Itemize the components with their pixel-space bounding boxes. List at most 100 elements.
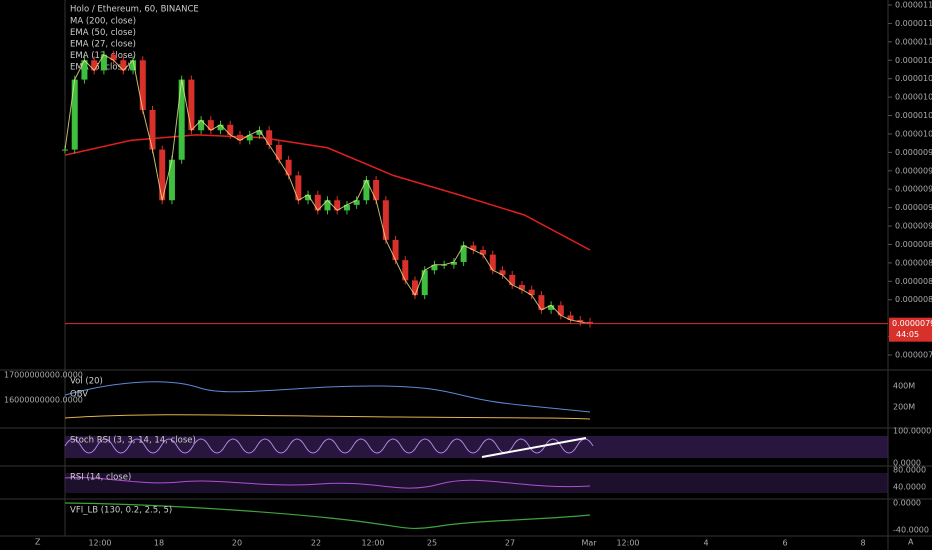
candle xyxy=(528,289,535,296)
candle xyxy=(402,260,409,281)
corner-icon[interactable]: Z xyxy=(35,538,41,547)
x-tick-label: 20 xyxy=(232,539,242,548)
candle xyxy=(343,204,350,211)
candle xyxy=(81,60,88,80)
y-tick-label: 0.00001060 xyxy=(895,74,932,83)
legend-entry: EMA (27, close) xyxy=(70,40,136,50)
rsi-line xyxy=(64,477,591,489)
axis-label: 16000000000.0000 xyxy=(4,396,83,405)
x-tick-label: 25 xyxy=(427,539,437,548)
candle xyxy=(295,175,302,201)
candle xyxy=(460,245,467,262)
y-tick-label: 0.00001020 xyxy=(895,111,932,120)
candle xyxy=(159,149,166,201)
y-tick-label: 0.00000880 xyxy=(895,240,932,249)
y-tick-label: 0.00001040 xyxy=(895,93,932,102)
x-tick-label: 18 xyxy=(154,539,164,548)
stoch-trendline xyxy=(481,437,587,458)
x-tick-label: 12:00 xyxy=(616,539,639,548)
candle xyxy=(120,60,127,71)
candle xyxy=(100,54,107,71)
candle xyxy=(110,54,117,61)
pane-label: RSI (14, close) xyxy=(70,473,131,483)
candle xyxy=(548,305,555,310)
candle xyxy=(168,159,175,201)
axis-label: 100.0000 xyxy=(893,427,931,436)
candle xyxy=(353,200,360,205)
candle xyxy=(275,145,282,160)
candle xyxy=(518,285,525,290)
candle xyxy=(324,200,331,211)
y-tick-label: 0.00000840 xyxy=(895,277,932,286)
candle xyxy=(480,250,487,255)
candle xyxy=(567,315,574,320)
candle xyxy=(509,274,516,285)
y-tick-label: 0.00001140 xyxy=(895,1,932,10)
x-tick-label: 4 xyxy=(703,539,708,548)
candle xyxy=(450,261,457,265)
x-tick-label: 12:00 xyxy=(361,539,384,548)
candle xyxy=(91,60,98,71)
candle xyxy=(538,295,545,310)
y-tick-label: 0.00000940 xyxy=(895,185,932,194)
y-tick-label: 0.00000920 xyxy=(895,203,932,212)
candle xyxy=(557,305,564,316)
y-tick-label: 0.00001080 xyxy=(895,56,932,65)
candle xyxy=(334,200,341,211)
candle xyxy=(139,60,146,110)
candle xyxy=(227,124,234,135)
pane-label: VFI_LB (130, 0.2, 2.5, 5) xyxy=(70,506,172,516)
candle xyxy=(412,280,418,296)
legend-entry: MA (200, close) xyxy=(70,17,136,27)
candle xyxy=(499,270,506,275)
candle xyxy=(266,130,273,145)
chart-title: Holo / Ethereum, 60, BINANCE xyxy=(70,5,199,15)
axis-label: 0.0000 xyxy=(893,459,921,468)
candle xyxy=(470,245,477,250)
price-tag xyxy=(889,317,932,342)
y-tick-label: 0.00001000 xyxy=(895,129,932,138)
axis-label: 400M xyxy=(893,382,915,391)
current-price-label: 0.00000794 xyxy=(892,319,932,328)
pane-label: OBV xyxy=(70,390,88,400)
pane-label: Stoch RSI (3, 3, 14, 14, close) xyxy=(70,436,196,446)
candle xyxy=(149,110,156,150)
y-tick-label: 0.00000900 xyxy=(895,222,932,231)
countdown: 44:05 xyxy=(896,330,919,339)
candle xyxy=(489,254,496,271)
vol-ma xyxy=(64,414,591,420)
candle xyxy=(305,194,312,201)
y-tick-label: 0.00000860 xyxy=(895,258,932,267)
x-tick-label: 6 xyxy=(782,539,787,548)
y-tick-label: 0.00000760 xyxy=(895,351,932,360)
candle xyxy=(62,149,68,151)
y-tick-label: 0.00000960 xyxy=(895,166,932,175)
candle xyxy=(217,124,224,131)
x-tick-label: Mar xyxy=(581,539,597,548)
y-tick-label: 0.00001120 xyxy=(895,19,932,28)
pane-label: Vol (20) xyxy=(70,377,103,387)
x-tick-label: 27 xyxy=(505,539,515,548)
candle xyxy=(314,194,321,211)
legend-entry: EMA (50, close) xyxy=(70,28,136,38)
ema-line xyxy=(64,54,591,325)
candle xyxy=(130,60,137,71)
candle xyxy=(188,79,195,131)
candle xyxy=(587,321,593,324)
x-tick-label: 8 xyxy=(860,539,865,548)
axis-label: -40.0000 xyxy=(893,526,929,535)
stoch-band xyxy=(65,436,888,458)
corner-icon[interactable]: A xyxy=(908,538,914,547)
candle xyxy=(577,320,584,322)
candle xyxy=(198,120,205,131)
candle xyxy=(363,180,370,201)
y-tick-label: 0.00001100 xyxy=(895,37,932,46)
candle xyxy=(373,180,380,201)
candle xyxy=(237,134,243,141)
candle xyxy=(71,79,78,150)
axis-label: 80.0000 xyxy=(893,466,926,475)
axis-label: 200M xyxy=(893,403,915,412)
